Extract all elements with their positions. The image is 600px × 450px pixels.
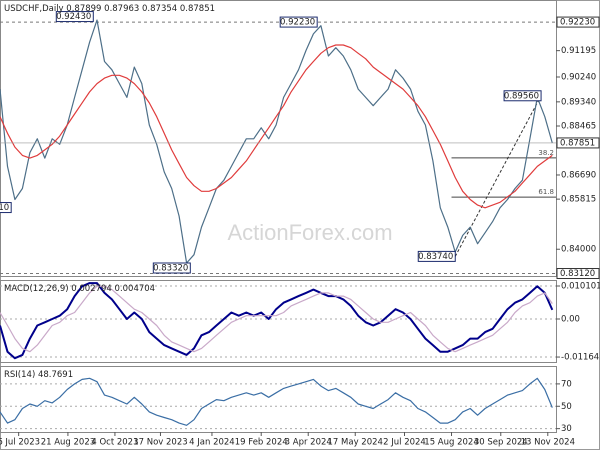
panel-title: RSI(14) 48.7691 [4, 370, 73, 380]
panel-title: MACD(12,26,9) 0.002794 0.004704 [4, 284, 155, 294]
series-line [0, 19, 553, 264]
y-tick-label: 0.88465 [561, 121, 596, 131]
annotation-label: 0.83740 [418, 252, 453, 262]
panel [0, 280, 557, 363]
header-value: 48.7691 [38, 370, 73, 380]
y-tick-label: -0.011645 [561, 353, 600, 363]
y-tick-label: 0.85815 [561, 195, 596, 205]
annotation-label: 0.92230 [280, 18, 315, 28]
price-label: 0.87851 [560, 138, 595, 148]
fib-label: 61.8 [538, 188, 554, 196]
y-tick-label: 0.89340 [561, 97, 596, 107]
y-tick-label: 0.010101 [561, 282, 600, 292]
x-tick-label: 2 Jul 2024 [383, 438, 426, 448]
annotation-box [279, 16, 318, 28]
x-tick-label: 19 Feb 2024 [235, 438, 288, 448]
trendline [454, 95, 542, 257]
x-tick-label: 6 Jul 2023 [0, 438, 40, 448]
header-value: 0.87851 [180, 4, 215, 14]
annotation-box [0, 202, 12, 214]
x-tick-label: 3 Apr 2024 [285, 438, 332, 448]
series-line [0, 44, 553, 209]
series-line [0, 282, 554, 360]
y-tick-label: 0.84000 [561, 245, 596, 255]
level-label: 0.83120 [560, 269, 595, 279]
header-title: RSI(14) [4, 370, 35, 380]
fib-label: 38.2 [538, 149, 554, 157]
series-line [0, 285, 553, 353]
annotation-box [55, 11, 94, 23]
x-tick-label: 4 Oct 2023 [91, 438, 138, 448]
y-tick-label: 0.90240 [561, 73, 596, 83]
level-box [556, 268, 600, 280]
y-tick-label: 30 [561, 424, 572, 434]
header-title: USDCHF,Daily [4, 4, 64, 14]
header-value: 0.87899 [66, 4, 101, 14]
header-value: 0.87354 [142, 4, 177, 14]
y-tick-label: 0.00 [561, 315, 580, 325]
annotation-box [417, 250, 456, 262]
series-line [0, 377, 553, 426]
header-title: MACD(12,26,9) [4, 284, 69, 294]
annotation-label: 0.83320 [153, 263, 188, 273]
annotation-label: 0.92430 [56, 12, 91, 22]
x-tick-label: 17 May 2024 [328, 438, 383, 448]
x-tick-label: 4 Jan 2024 [189, 438, 235, 448]
annotation-box [152, 262, 191, 274]
price-box [556, 137, 600, 149]
y-tick-label: 0.86690 [561, 170, 596, 180]
header-value: 0.87963 [104, 4, 139, 14]
level-box [556, 16, 600, 28]
x-tick-label: 15 Aug 2024 [424, 438, 478, 448]
level-label: 0.92230 [560, 18, 595, 28]
y-tick-label: 50 [561, 402, 572, 412]
x-tick-label: 13 Nov 2024 [521, 438, 575, 448]
header-value: 0.002794 [71, 284, 112, 294]
x-tick-label: 30 Sep 2024 [474, 438, 528, 448]
panel [0, 366, 557, 433]
annotation-label: 0.85510 [0, 203, 9, 213]
watermark: ActionForex.com [227, 220, 392, 245]
x-tick-label: 17 Nov 2023 [133, 438, 187, 448]
annotation-label: 0.89560 [504, 91, 539, 101]
panel-title: USDCHF,Daily 0.87899 0.87963 0.87354 0.8… [4, 4, 215, 14]
annotation-box [503, 90, 542, 102]
y-tick-label: 70 [561, 379, 572, 389]
y-tick-label: 0.91195 [561, 46, 596, 56]
x-tick-label: 21 Aug 2023 [41, 438, 95, 448]
header-value: 0.004704 [115, 284, 156, 294]
